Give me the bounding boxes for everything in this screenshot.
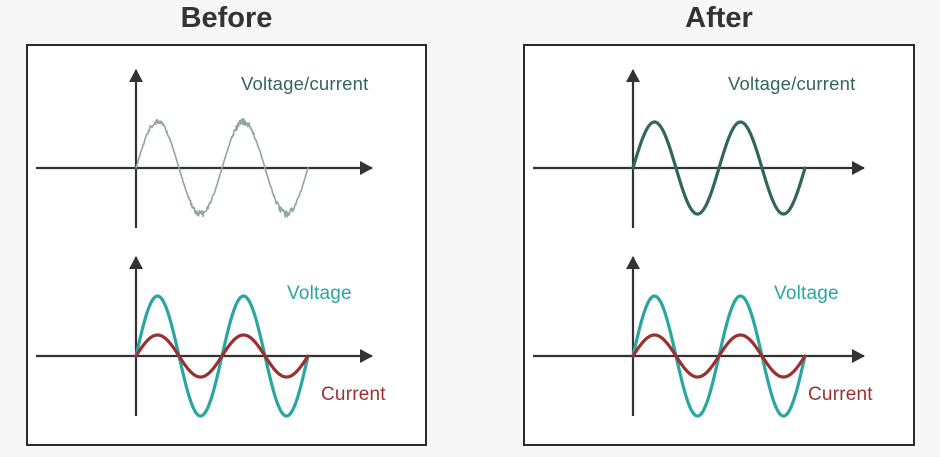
svg-text:Voltage: Voltage — [287, 283, 352, 304]
svg-text:Voltage/current: Voltage/current — [728, 73, 855, 94]
svg-text:Voltage/current: Voltage/current — [241, 73, 368, 94]
svg-text:Current: Current — [321, 384, 386, 405]
svg-text:Current: Current — [808, 384, 873, 405]
svg-text:Voltage: Voltage — [774, 283, 839, 304]
